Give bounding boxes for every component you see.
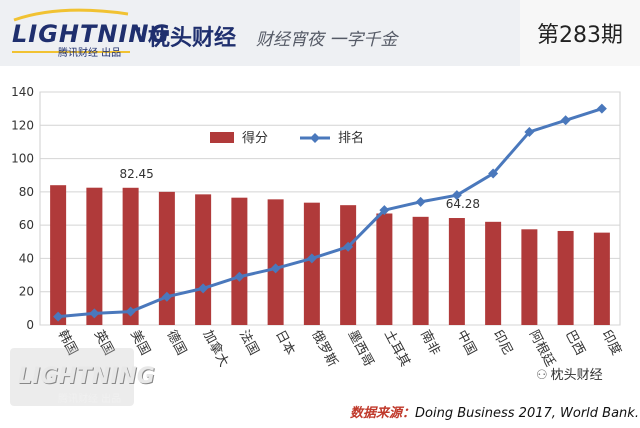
- bar: [593, 232, 610, 325]
- legend-label-line: 排名: [338, 130, 364, 146]
- bar: [448, 218, 465, 325]
- logo-text: LIGHTNING: [12, 20, 171, 48]
- chart-area: 0 20 40 60 80 100 120 140 82.45 64.28 得分 排名 韩国 英国 美国 德国…: [0, 66, 640, 424]
- rank-point: [415, 196, 426, 207]
- slogan: 财经宵夜 一字千金: [256, 30, 398, 50]
- bar: [485, 221, 502, 325]
- y-tick-label: 100: [11, 152, 34, 166]
- y-tick-label: 120: [11, 118, 34, 132]
- rank-point: [270, 263, 281, 274]
- bar: [303, 202, 320, 325]
- rank-point: [343, 241, 354, 252]
- rank-point: [379, 205, 390, 216]
- x-tick-label: 土耳其: [381, 328, 413, 369]
- bar: [267, 199, 284, 325]
- x-tick-label: 中国: [453, 328, 478, 358]
- x-tick-label: 印度: [598, 327, 624, 357]
- data-label: 64.28: [446, 197, 480, 211]
- source-prefix: 数据来源：: [350, 406, 416, 421]
- rank-point: [306, 253, 317, 264]
- bottom-logo-subtitle: 腾讯财经 出品: [58, 394, 122, 405]
- y-tick-label: 60: [19, 218, 34, 232]
- legend-marker-line: [310, 133, 320, 143]
- rank-point: [161, 291, 172, 302]
- rank-point: [125, 306, 136, 317]
- bar: [231, 197, 248, 325]
- bar: [158, 191, 175, 325]
- x-tick-label: 印尼: [490, 328, 515, 358]
- rank-point: [198, 283, 209, 294]
- y-tick-label: 0: [26, 318, 34, 332]
- y-tick-label: 80: [19, 185, 34, 199]
- y-tick-label: 140: [11, 85, 34, 99]
- rank-point: [89, 308, 100, 319]
- bar: [376, 213, 393, 325]
- y-tick-label: 40: [19, 251, 34, 265]
- bar: [557, 230, 574, 325]
- logo-subtitle: 腾讯财经 出品: [58, 48, 122, 59]
- x-tick-label: 南非: [417, 327, 443, 357]
- x-tick-label: 加拿大: [200, 327, 232, 369]
- bar: [521, 229, 538, 325]
- header: LIGHTNING 腾讯财经 出品 · 枕头财经 财经宵夜 一字千金 第283期: [0, 0, 640, 66]
- issue-number: 第283期: [537, 23, 623, 48]
- bar: [86, 187, 103, 325]
- legend-label-bar: 得分: [242, 130, 268, 146]
- rank-point: [234, 271, 245, 282]
- rank-point: [524, 126, 535, 137]
- wechat-label: 枕头财经: [550, 368, 603, 383]
- data-label: 82.45: [119, 167, 153, 181]
- bar: [412, 216, 429, 325]
- bottom-logo-badge: [10, 348, 134, 406]
- bar: [122, 187, 139, 325]
- rank-line: [57, 107, 603, 319]
- separator-dot: ·: [134, 18, 143, 43]
- brand-name: 枕头财经: [148, 26, 237, 51]
- rank-point: [53, 311, 64, 322]
- source-text: Doing Business 2017, World Bank.: [415, 406, 639, 421]
- x-tick-label: 法国: [236, 328, 261, 358]
- bottom-logo-text: LIGHTNING: [18, 364, 155, 389]
- rank-point: [596, 103, 607, 114]
- lightning-logo: [12, 8, 130, 53]
- x-tick-label: 日本: [272, 328, 297, 358]
- rank-point: [560, 115, 571, 126]
- wechat-icon: ⚇: [536, 368, 548, 383]
- bar: [340, 205, 357, 325]
- data-source: 数据来源：Doing Business 2017, World Bank.: [350, 402, 639, 421]
- x-tick-label: 巴西: [562, 328, 587, 358]
- bar: [50, 185, 67, 325]
- rank-point: [451, 190, 462, 201]
- legend-swatch-bar: [210, 132, 234, 143]
- x-tick-label: 俄罗斯: [308, 328, 340, 369]
- x-tick-label: 墨西哥: [345, 328, 377, 369]
- wechat-credit: ⚇ 枕头财经: [536, 364, 603, 383]
- bar: [195, 194, 212, 325]
- x-tick-label: 德国: [163, 328, 188, 358]
- rank-point: [488, 168, 499, 179]
- issue-badge: 第283期: [520, 0, 640, 66]
- y-tick-label: 20: [19, 285, 34, 299]
